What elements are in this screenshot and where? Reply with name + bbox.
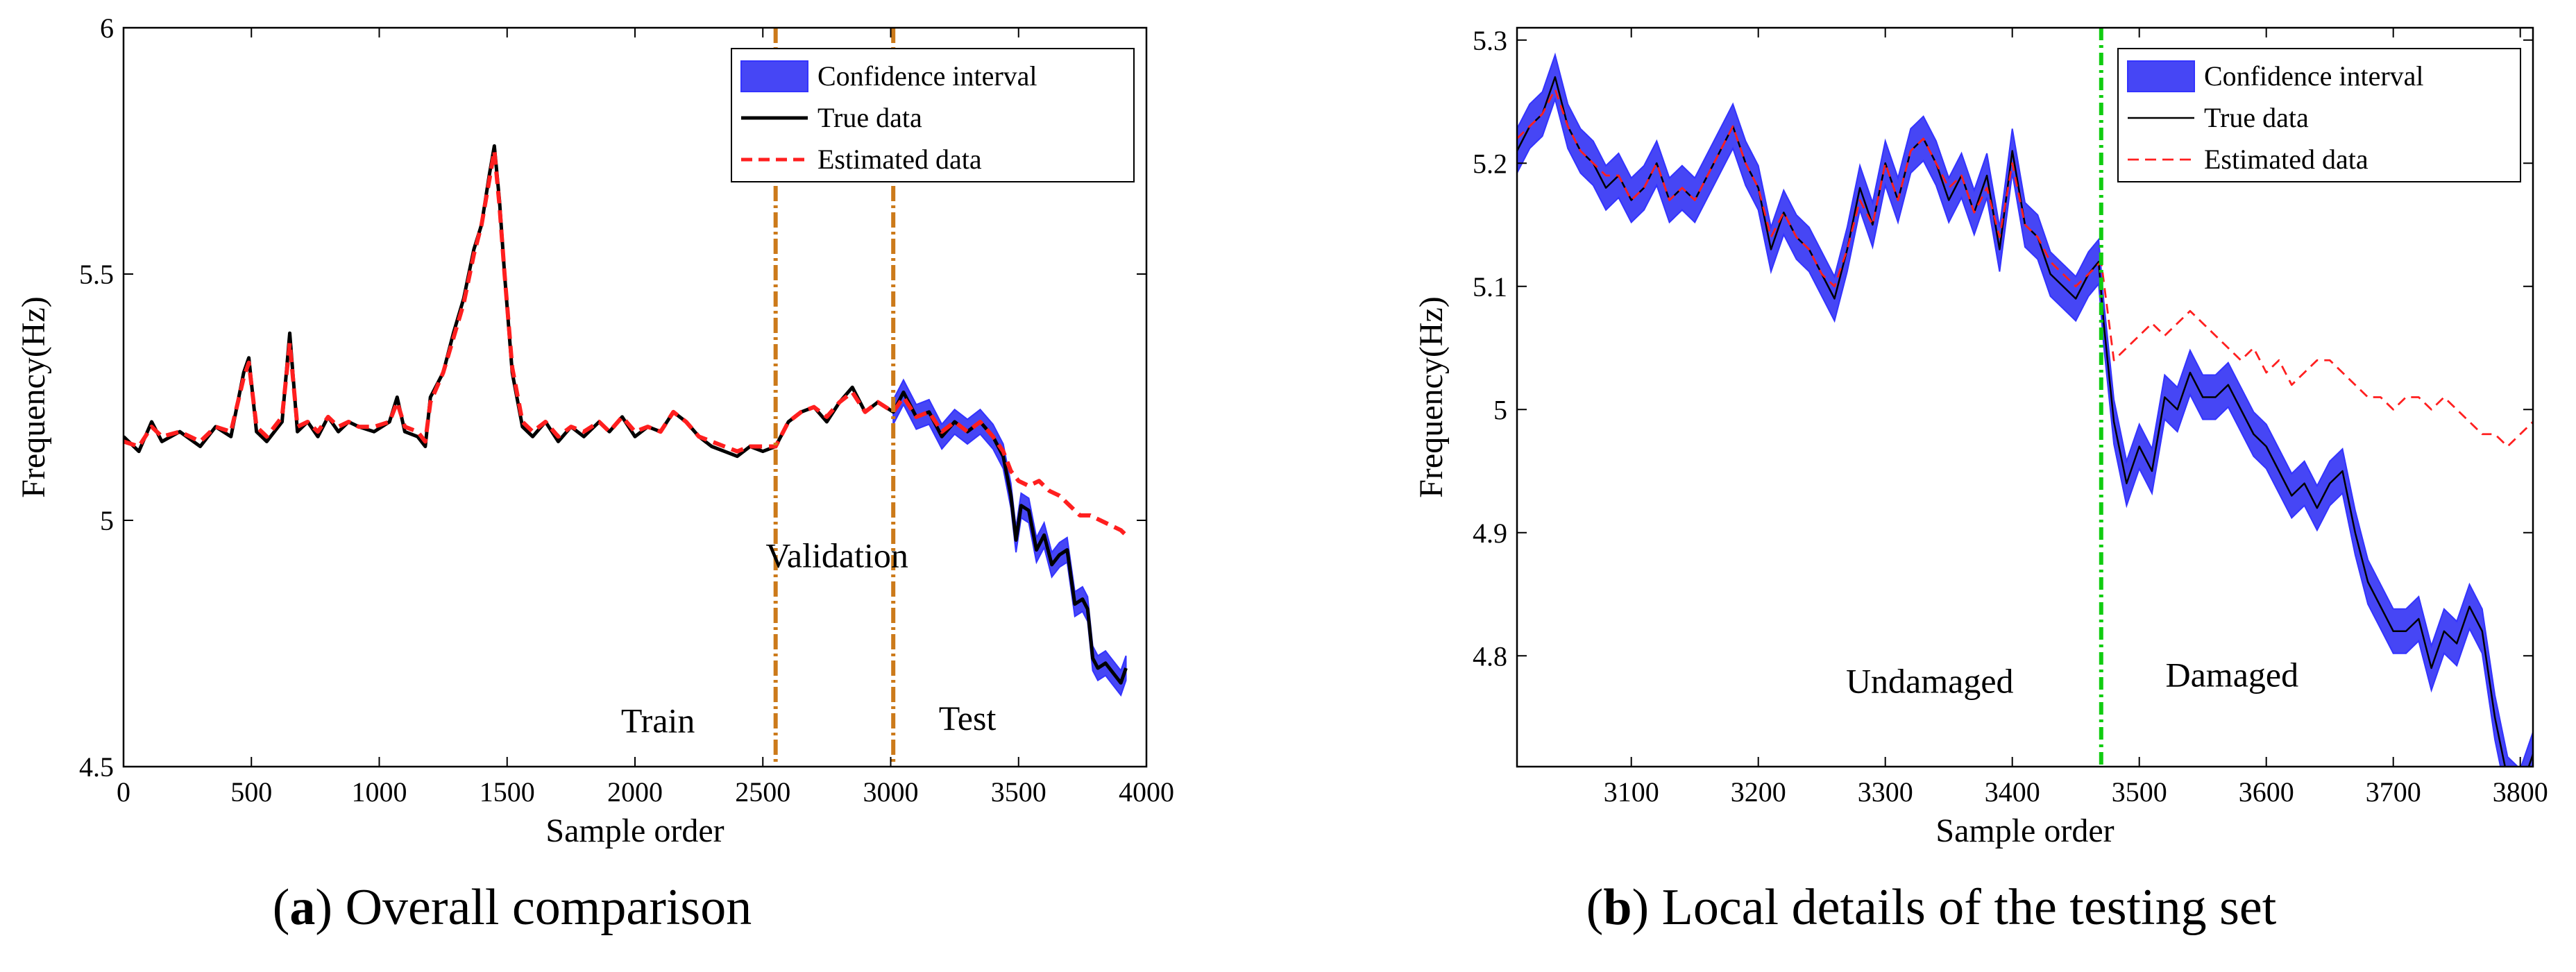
x-tick-label: 1000 xyxy=(352,776,407,808)
legend-entry: Estimated data xyxy=(817,144,982,175)
x-tick-label: 3600 xyxy=(2239,776,2294,808)
x-tick-label: 3100 xyxy=(1604,776,1659,808)
estimated-data-line xyxy=(1517,88,2533,447)
y-tick-label: 5.5 xyxy=(79,259,114,290)
x-tick-label: 2000 xyxy=(607,776,663,808)
x-tick-label: 2500 xyxy=(735,776,790,808)
x-tick-label: 3500 xyxy=(2112,776,2167,808)
chart-panel-b: 3100 3200 3300 3400 3500 3600 3700 3800 4.8 4.9 5 5… xyxy=(1413,25,2548,936)
y-tick-label: 4.9 xyxy=(1473,518,1507,549)
legend-entry: Estimated data xyxy=(2204,144,2369,175)
legend: Confidence interval True data Estimated da… xyxy=(2117,48,2521,182)
y-axis-label: Frequency(Hz) xyxy=(15,296,52,498)
legend: Confidence interval True data Estimated da… xyxy=(731,48,1135,182)
chart-panel-a: 0 500 1000 1500 2000 2500 3000 3500 4000 4.5 5 5.5 6… xyxy=(15,12,1174,936)
region-annotation: Damaged xyxy=(2166,656,2299,694)
x-tick-label: 500 xyxy=(230,776,272,808)
legend-swatch-band xyxy=(740,60,808,92)
legend-entry: True data xyxy=(817,102,922,133)
y-axis-label: Frequency(Hz) xyxy=(1413,296,1450,498)
legend-entry: True data xyxy=(2204,102,2309,133)
y-tick-label: 5.3 xyxy=(1473,25,1507,56)
axes-box xyxy=(1516,26,2534,768)
x-tick-label: 3500 xyxy=(991,776,1046,808)
y-tick-label: 5.2 xyxy=(1473,148,1507,179)
y-tick-label: 6 xyxy=(100,12,114,44)
y-tick-label: 4.8 xyxy=(1473,640,1507,672)
region-annotation: Undamaged xyxy=(1846,662,2014,701)
x-tick-label: 3300 xyxy=(1858,776,1913,808)
x-tick-label: 3400 xyxy=(1985,776,2040,808)
plot-area xyxy=(124,144,1128,697)
panel-caption: (b) Local details of the testing set xyxy=(1586,879,2277,936)
panel-caption: (a) Overall comparison xyxy=(273,879,752,936)
x-tick-label: 3000 xyxy=(863,776,919,808)
legend-entry: Confidence interval xyxy=(817,60,1037,92)
estimated-data-line xyxy=(124,148,1128,537)
x-tick-label: 4000 xyxy=(1119,776,1174,808)
region-annotation: Train xyxy=(621,701,695,740)
x-tick-label: 3200 xyxy=(1731,776,1786,808)
true-data-line xyxy=(124,144,1128,685)
x-tick-label: 3800 xyxy=(2493,776,2548,808)
x-tick-label: 1500 xyxy=(480,776,535,808)
legend-entry: Confidence interval xyxy=(2204,60,2424,92)
legend-swatch-band xyxy=(2127,60,2195,92)
x-axis-label: Sample order xyxy=(1935,812,2114,849)
region-annotation: Test xyxy=(939,699,997,737)
confidence-band xyxy=(1517,52,2533,767)
y-tick-label: 5 xyxy=(100,505,114,536)
x-tick-label: 3700 xyxy=(2366,776,2421,808)
y-tick-label: 5.1 xyxy=(1473,271,1507,302)
region-annotation: Validation xyxy=(765,536,908,574)
x-axis-label: Sample order xyxy=(545,812,724,849)
y-tick-label: 4.5 xyxy=(79,751,114,783)
x-tick-label: 0 xyxy=(117,776,130,808)
plot-area xyxy=(1517,52,2533,767)
y-tick-label: 5 xyxy=(1493,394,1507,425)
